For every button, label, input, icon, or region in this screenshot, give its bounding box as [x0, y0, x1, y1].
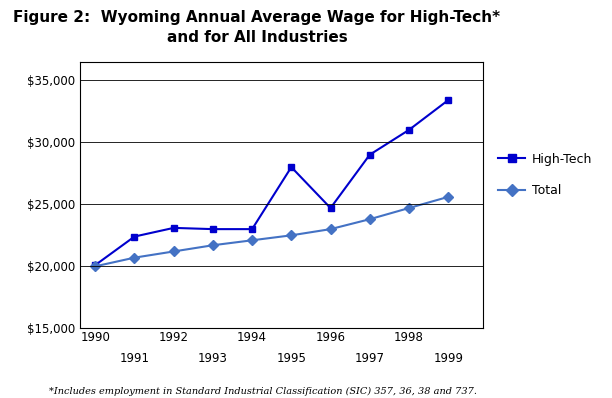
High-Tech [288, 165, 295, 170]
Total [327, 227, 334, 232]
High-Tech [327, 206, 334, 211]
High-Tech [170, 226, 177, 230]
High-Tech [92, 263, 99, 267]
Total [209, 243, 217, 248]
Line: Total: Total [92, 193, 452, 270]
High-Tech [366, 152, 373, 157]
Text: and for All Industries: and for All Industries [166, 30, 348, 45]
Total [248, 238, 256, 243]
Total [366, 217, 373, 222]
Text: Figure 2:  Wyoming Annual Average Wage for High-Tech*: Figure 2: Wyoming Annual Average Wage fo… [13, 10, 501, 25]
Line: High-Tech: High-Tech [92, 97, 452, 269]
High-Tech [444, 98, 452, 103]
Total [444, 195, 452, 199]
High-Tech [209, 227, 217, 232]
High-Tech [248, 227, 256, 232]
Text: *Includes employment in Standard Industrial Classification (SIC) 357, 36, 38 and: *Includes employment in Standard Industr… [49, 387, 477, 396]
Total [131, 255, 138, 260]
High-Tech [131, 234, 138, 239]
Total [405, 206, 412, 211]
Total [170, 249, 177, 254]
Legend: High-Tech, Total: High-Tech, Total [493, 148, 597, 203]
High-Tech [405, 127, 412, 132]
Total [92, 264, 99, 269]
Total [288, 233, 295, 238]
